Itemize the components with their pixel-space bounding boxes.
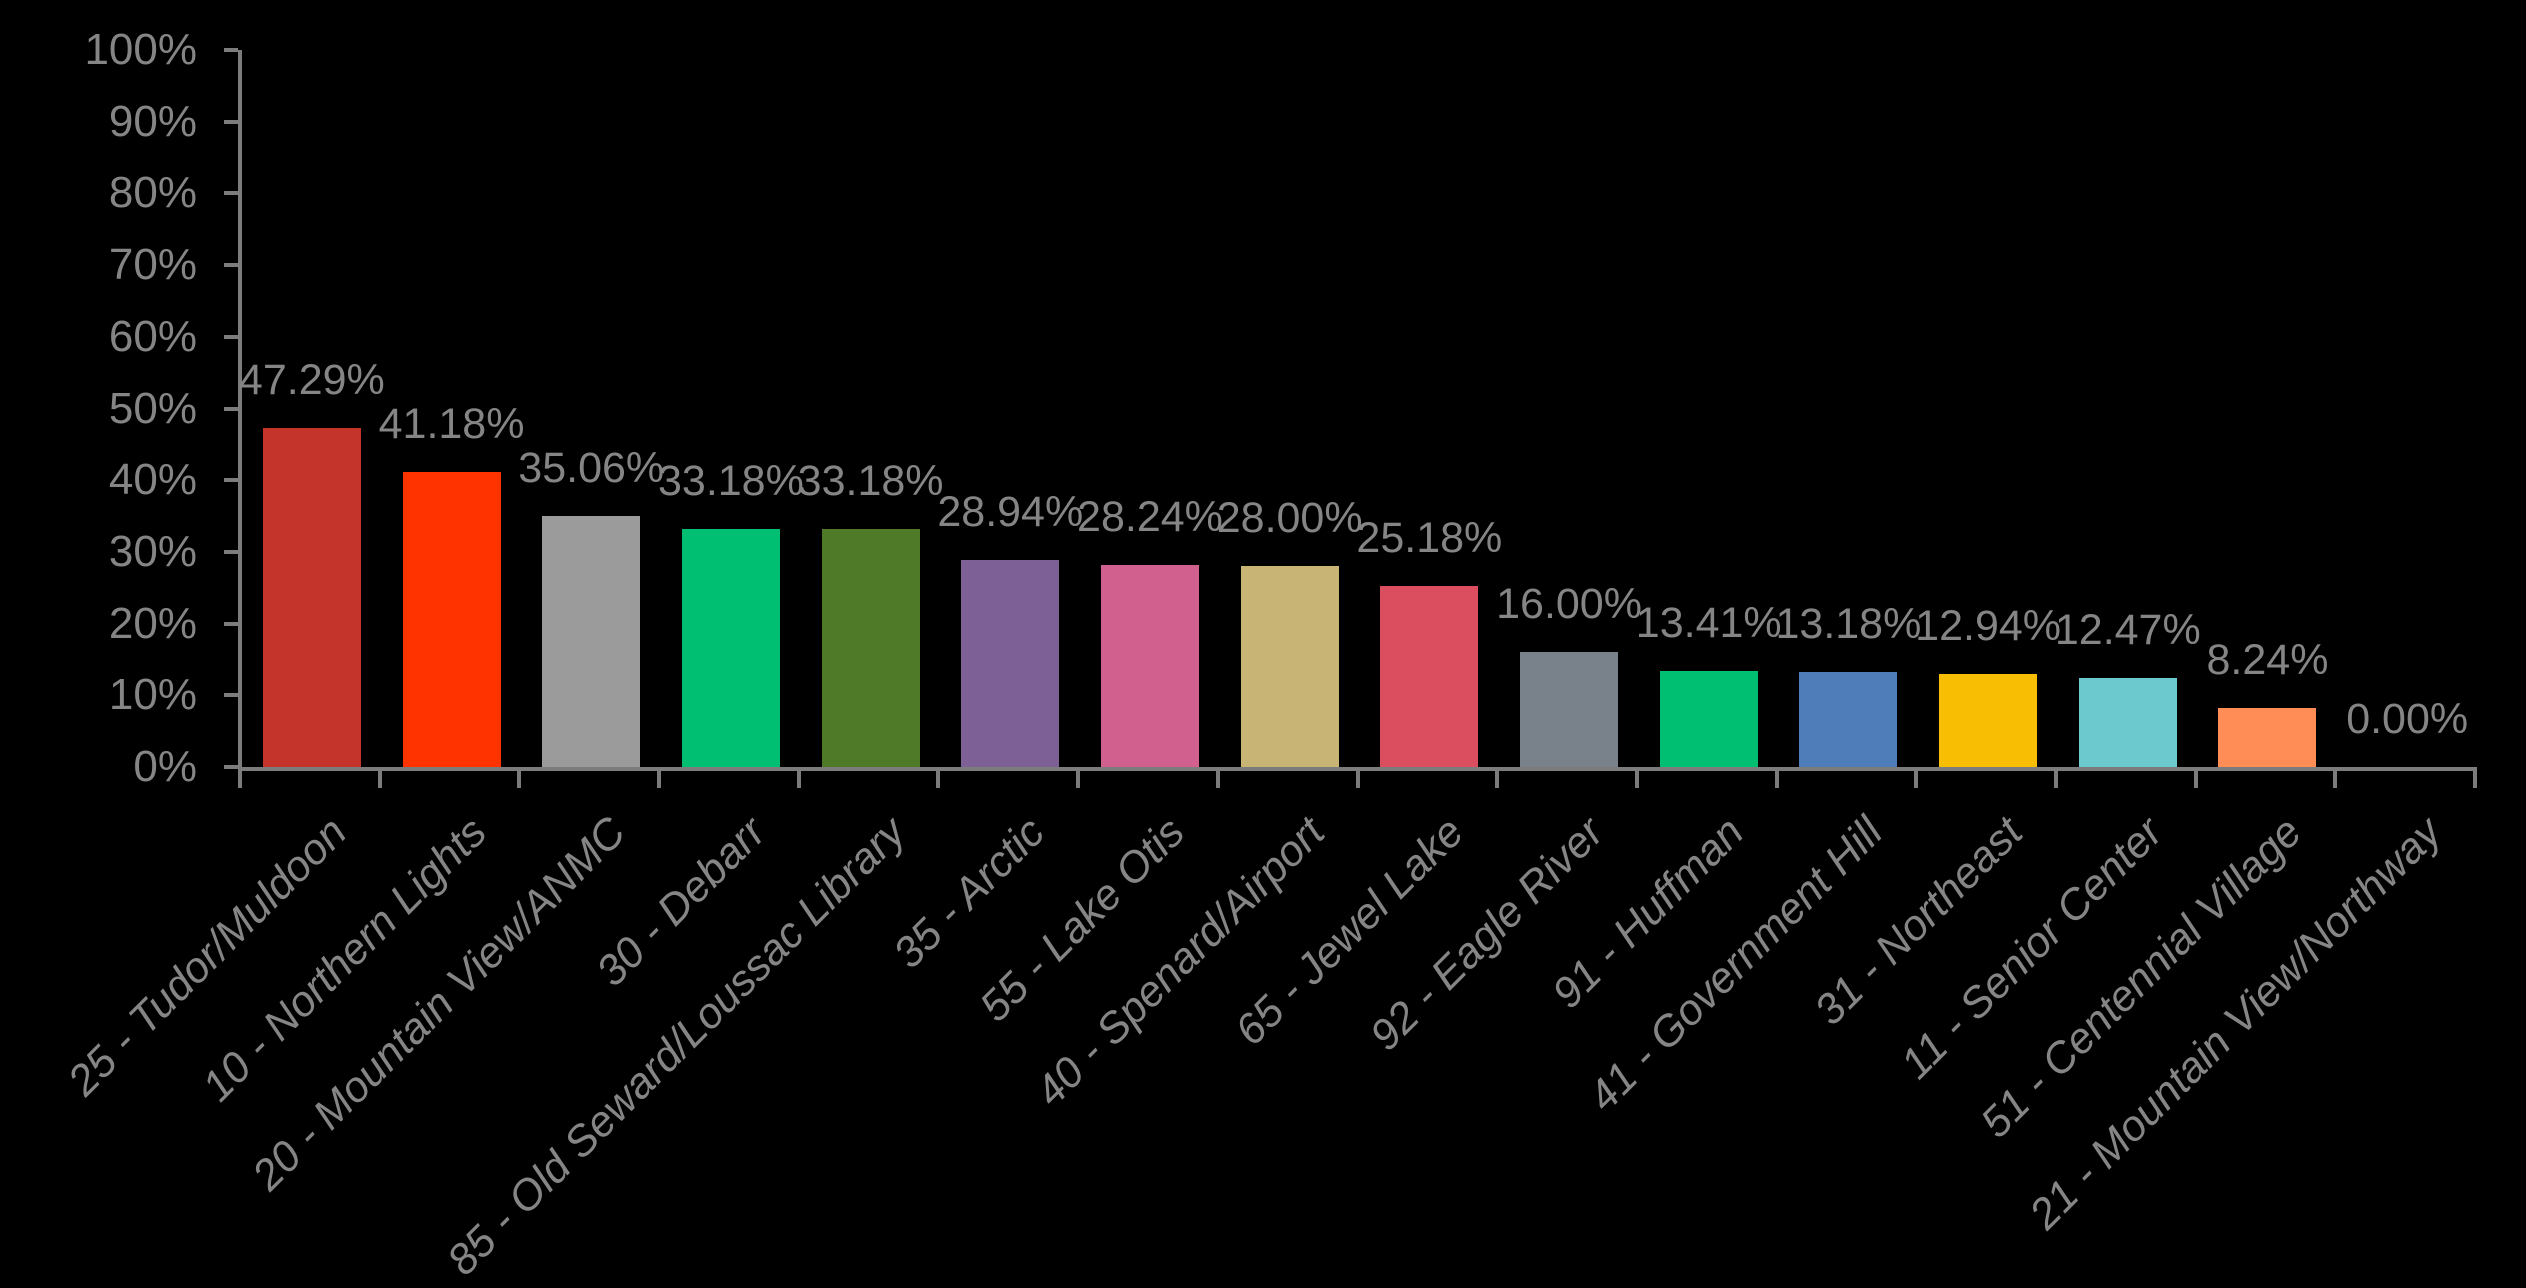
bar-value-label: 8.24% bbox=[2206, 635, 2329, 684]
x-axis-category-label: 92 - Eagle River bbox=[1361, 808, 1613, 1060]
bar-value-label: 28.24% bbox=[1077, 492, 1223, 541]
x-axis-tick bbox=[1355, 771, 1360, 788]
bar-value-label: 41.18% bbox=[378, 399, 525, 448]
x-axis-tick bbox=[1215, 771, 1220, 788]
bar bbox=[402, 471, 501, 767]
y-axis-tick bbox=[224, 334, 238, 339]
x-axis-tick bbox=[657, 771, 662, 788]
y-axis-tick-label: 30% bbox=[108, 526, 197, 576]
bar bbox=[2078, 677, 2177, 767]
bar-value-label: 28.00% bbox=[1216, 494, 1363, 543]
bar-value-label: 12.94% bbox=[1915, 602, 2062, 651]
bar bbox=[681, 529, 780, 767]
y-axis-tick bbox=[224, 621, 238, 626]
y-axis-tick bbox=[224, 406, 238, 411]
bar-value-label: 35.06% bbox=[518, 443, 665, 492]
x-axis-tick bbox=[517, 771, 522, 788]
y-axis-tick bbox=[224, 693, 238, 698]
y-axis-tick-label: 50% bbox=[108, 383, 197, 433]
x-axis-tick bbox=[2053, 771, 2058, 788]
bar-value-label: 25.18% bbox=[1356, 514, 1503, 563]
y-axis-tick-label: 80% bbox=[108, 168, 197, 218]
x-axis-tick bbox=[936, 771, 941, 788]
x-axis-tick bbox=[1495, 771, 1500, 788]
x-axis-tick bbox=[2473, 771, 2477, 788]
y-axis-tick-label: 40% bbox=[108, 455, 197, 505]
y-axis-tick bbox=[224, 765, 238, 769]
y-axis-tick-label: 10% bbox=[108, 670, 197, 720]
y-axis-tick bbox=[224, 191, 238, 196]
x-axis-line bbox=[238, 767, 2477, 771]
bar-value-label: 16.00% bbox=[1496, 580, 1642, 629]
y-axis-tick-label: 60% bbox=[108, 311, 197, 361]
x-axis-tick bbox=[1914, 771, 1919, 788]
x-axis-tick bbox=[1076, 771, 1081, 788]
y-axis-tick bbox=[224, 119, 238, 124]
bar-value-label: 12.47% bbox=[2054, 605, 2201, 654]
x-axis-tick bbox=[377, 771, 382, 788]
bar bbox=[1799, 672, 1898, 767]
bar-value-label: 13.18% bbox=[1775, 600, 1922, 649]
y-axis-tick-label: 90% bbox=[108, 96, 197, 146]
y-axis-tick bbox=[224, 478, 238, 483]
bar bbox=[821, 529, 920, 767]
x-axis-tick bbox=[1634, 771, 1639, 788]
x-axis-tick bbox=[1774, 771, 1779, 788]
bar bbox=[2218, 707, 2317, 767]
bar-value-label: 47.29% bbox=[238, 355, 385, 404]
x-axis-tick bbox=[796, 771, 801, 788]
bar bbox=[961, 559, 1060, 767]
y-axis-tick bbox=[224, 263, 238, 268]
y-axis-tick-label: 100% bbox=[84, 25, 197, 74]
bar bbox=[1939, 674, 2038, 767]
bar bbox=[1659, 670, 1758, 767]
x-axis-category-label: 25 - Tudor/Muldoon bbox=[58, 808, 356, 1106]
x-axis-tick bbox=[2193, 771, 2198, 788]
bar-value-label: 0.00% bbox=[2346, 695, 2469, 743]
y-axis-tick bbox=[224, 549, 238, 554]
bar bbox=[1240, 566, 1339, 767]
bar-value-label: 28.94% bbox=[937, 487, 1084, 536]
bar-value-label: 13.41% bbox=[1635, 598, 1782, 647]
x-axis-category-label: 11 - Senior Center bbox=[1891, 808, 2172, 1089]
y-axis-tick-label: 20% bbox=[108, 598, 197, 648]
bar-value-label: 33.18% bbox=[657, 457, 804, 506]
x-axis-tick bbox=[2333, 771, 2338, 788]
bar bbox=[1100, 564, 1199, 767]
y-axis-tick-label: 0% bbox=[133, 742, 197, 791]
y-axis-line bbox=[238, 50, 242, 771]
bar bbox=[262, 427, 361, 767]
bar bbox=[1380, 586, 1479, 767]
bar bbox=[1520, 652, 1619, 767]
bar-value-label: 33.18% bbox=[797, 457, 944, 506]
bar bbox=[542, 515, 641, 767]
y-axis-tick bbox=[224, 48, 238, 52]
x-axis-tick bbox=[238, 771, 242, 788]
y-axis-tick-label: 70% bbox=[108, 240, 197, 290]
